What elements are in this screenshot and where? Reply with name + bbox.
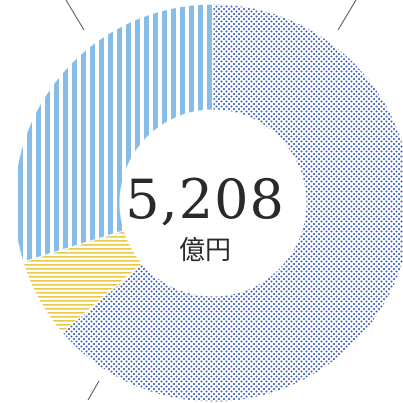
leader-lines [65, 0, 357, 401]
leader-line-top-left [65, 0, 85, 31]
donut-slice-3 [13, 3, 214, 263]
center-total-value: 5,208 [125, 168, 285, 231]
leader-line-top-right [337, 0, 357, 31]
donut-slice-1 [61, 3, 403, 403]
center-total-unit: 億円 [179, 236, 231, 266]
leader-line-bottom [87, 380, 100, 401]
donut-slices [13, 3, 403, 403]
